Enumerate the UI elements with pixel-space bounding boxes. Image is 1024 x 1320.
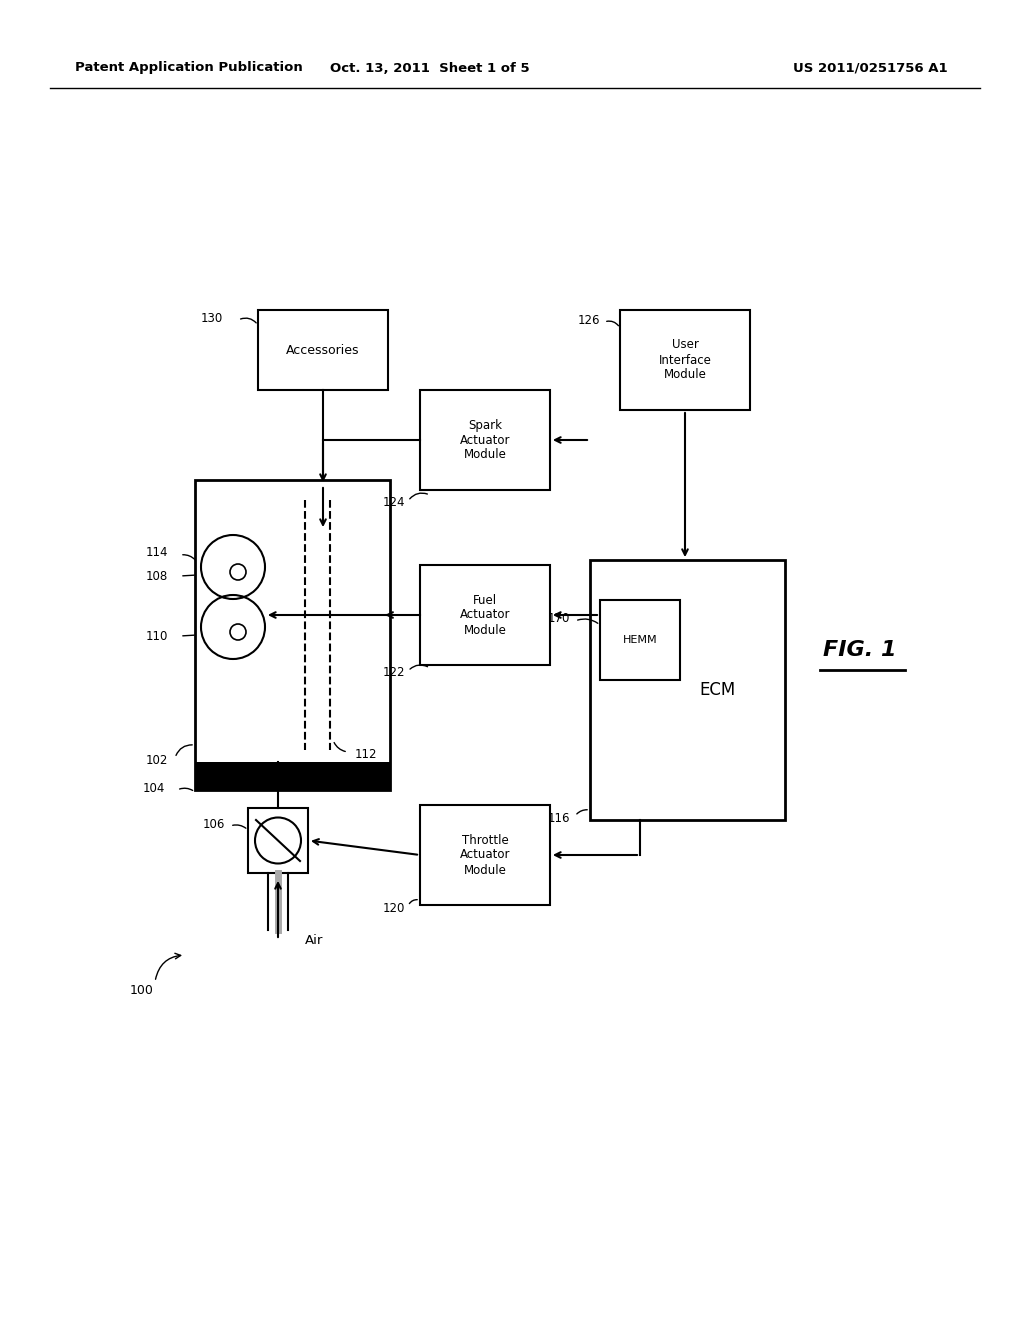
Text: 108: 108 — [145, 570, 168, 583]
Text: 126: 126 — [578, 314, 600, 326]
Bar — [195, 480, 390, 789]
Text: 110: 110 — [145, 631, 168, 644]
Text: 104: 104 — [142, 781, 165, 795]
Text: Fuel
Actuator
Module: Fuel Actuator Module — [460, 594, 510, 636]
Text: 170: 170 — [548, 611, 570, 624]
Text: 124: 124 — [383, 496, 406, 510]
Circle shape — [202, 536, 264, 598]
Text: Spark
Actuator
Module: Spark Actuator Module — [460, 418, 510, 462]
Text: Throttle
Actuator
Module: Throttle Actuator Module — [460, 833, 510, 876]
Text: Air: Air — [305, 933, 324, 946]
Text: 114: 114 — [145, 546, 168, 560]
Text: Oct. 13, 2011  Sheet 1 of 5: Oct. 13, 2011 Sheet 1 of 5 — [330, 62, 529, 74]
Text: Patent Application Publication: Patent Application Publication — [75, 62, 303, 74]
Bar — [420, 805, 550, 906]
Text: User
Interface
Module: User Interface Module — [658, 338, 712, 381]
Text: 112: 112 — [355, 748, 378, 762]
Circle shape — [256, 818, 300, 862]
Bar — [258, 310, 388, 389]
Text: 102: 102 — [145, 754, 168, 767]
Text: 120: 120 — [383, 902, 406, 915]
Bar — [420, 389, 550, 490]
Text: ECM: ECM — [699, 681, 735, 700]
Text: 116: 116 — [548, 812, 570, 825]
Bar — [590, 560, 785, 820]
Text: 100: 100 — [130, 983, 154, 997]
Text: FIG. 1: FIG. 1 — [823, 640, 897, 660]
Bar — [620, 310, 750, 411]
Text: US 2011/0251756 A1: US 2011/0251756 A1 — [793, 62, 947, 74]
Circle shape — [202, 597, 264, 657]
Text: 122: 122 — [383, 665, 406, 678]
Bar — [248, 808, 308, 873]
Bar — [195, 762, 390, 789]
Text: Accessories: Accessories — [287, 343, 359, 356]
Text: 106: 106 — [203, 818, 225, 832]
Text: HEMM: HEMM — [623, 635, 657, 645]
Bar — [420, 565, 550, 665]
Bar — [600, 601, 680, 680]
Text: 130: 130 — [201, 312, 223, 325]
